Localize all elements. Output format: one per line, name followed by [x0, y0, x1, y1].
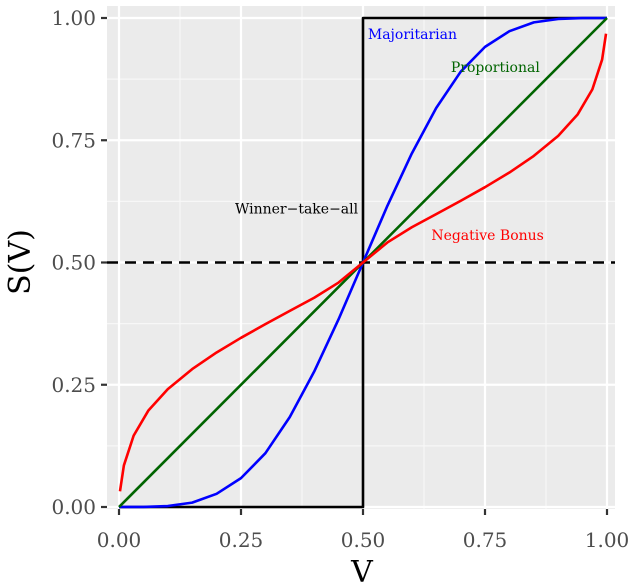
series-line-3	[118, 33, 608, 492]
annotation-label: Majoritarian	[368, 27, 457, 43]
y-tick-label: 0.25	[51, 373, 96, 397]
x-axis-title: V	[350, 555, 374, 585]
x-tick-label: 1.00	[585, 528, 630, 552]
y-tick-label: 0.75	[51, 128, 96, 152]
y-axis-title: S(V)	[3, 229, 38, 295]
annotation-label: Winner−take−all	[235, 202, 359, 218]
series-layer	[118, 16, 608, 509]
annotation-label: Proportional	[451, 60, 541, 76]
axis-ticks	[101, 16, 609, 515]
annotation-label: Negative Bonus	[431, 228, 544, 244]
y-tick-labels: 0.00 0.25 0.50 0.75 1.00	[51, 6, 96, 519]
panel-background	[107, 6, 615, 509]
x-tick-label: 0.25	[219, 528, 264, 552]
annotations: Majoritarian Proportional Winner−take−all N…	[235, 27, 544, 244]
y-tick-label: 0.50	[51, 251, 96, 275]
x-tick-label: 0.75	[463, 528, 508, 552]
x-tick-label: 0.50	[341, 528, 386, 552]
y-tick-label: 0.00	[51, 495, 96, 519]
y-tick-label: 1.00	[51, 6, 96, 30]
x-tick-labels: 0.00 0.25 0.50 0.75 1.00	[97, 528, 630, 552]
x-tick-label: 0.00	[97, 528, 142, 552]
grid-minor	[107, 6, 615, 509]
